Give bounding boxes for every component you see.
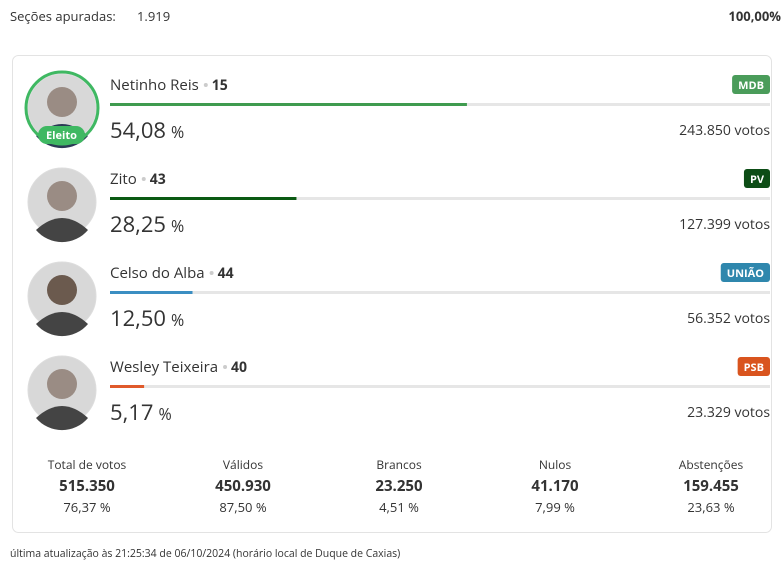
party-label: PSB	[744, 360, 764, 375]
votes: 56.352 votos	[687, 309, 770, 328]
photo-head	[47, 181, 77, 211]
percent-bar	[110, 385, 145, 388]
percent-bar	[110, 291, 193, 294]
name-separator	[209, 271, 214, 275]
name-separator	[223, 365, 228, 369]
total-percent: 23,63 %	[687, 498, 734, 516]
votes: 243.850 votos	[679, 121, 770, 140]
name-separator	[203, 83, 208, 87]
bar-track	[110, 197, 770, 200]
total-value: 450.930	[215, 476, 271, 496]
total-label: Brancos	[376, 456, 422, 473]
candidate-number: 40	[231, 358, 247, 377]
candidate-name: Netinho Reis	[110, 75, 199, 95]
party-label: MDB	[738, 78, 764, 93]
candidate-number: 15	[212, 76, 228, 95]
sections-label: Seções apuradas:	[10, 7, 116, 25]
party-badge	[737, 357, 770, 376]
total-label: Total de votos	[48, 456, 127, 473]
party-badge	[732, 75, 770, 94]
votes: 127.399 votos	[679, 215, 770, 234]
party-label: UNIÃO	[727, 266, 764, 281]
photo-head	[47, 87, 77, 117]
party-badge	[720, 263, 770, 282]
total-label: Válidos	[223, 456, 263, 473]
bar-track	[110, 291, 770, 294]
percent-sign: %	[158, 403, 171, 425]
photo-head	[47, 369, 77, 399]
name-separator	[141, 177, 146, 181]
photo-body	[36, 218, 88, 243]
party-badge	[743, 169, 770, 188]
sections-value: 1.919	[137, 7, 170, 25]
total-value: 41.170	[531, 476, 579, 496]
percent-bar	[110, 197, 297, 200]
candidate-number: 44	[218, 264, 234, 283]
percent-value: 28,25	[110, 209, 166, 239]
candidate-name: Wesley Teixeira	[110, 357, 218, 377]
total-percent: 87,50 %	[219, 498, 266, 516]
photo-body	[36, 312, 88, 337]
elected-label: Eleito	[46, 128, 77, 143]
footer: última atualização às 21:25:34 de 06/10/…	[10, 547, 400, 561]
elected-badge	[38, 126, 85, 144]
total-percent: 4,51 %	[379, 498, 419, 516]
total-label: Nulos	[539, 456, 572, 473]
percent-sign: %	[171, 215, 184, 237]
party-label: PV	[750, 172, 765, 187]
percent-sign: %	[171, 309, 184, 331]
total-label: Abstenções	[679, 456, 744, 473]
photo-head	[47, 275, 77, 305]
total-percent: 76,37 %	[63, 498, 110, 516]
percent-value: 54,08	[110, 115, 166, 145]
percent-bar	[110, 103, 467, 106]
percent-value: 5,17	[110, 397, 153, 427]
percent-sign: %	[171, 121, 184, 143]
total-percent: 7,99 %	[535, 498, 575, 516]
photo-body	[36, 406, 88, 431]
candidate-number: 43	[150, 170, 166, 189]
candidate-name: Zito	[110, 169, 137, 189]
total-value: 515.350	[59, 476, 115, 496]
total-value: 159.455	[683, 476, 739, 496]
candidate-name: Celso do Alba	[110, 263, 205, 283]
bar-track	[110, 385, 770, 388]
votes: 23.329 votos	[687, 403, 770, 422]
total-value: 23.250	[375, 476, 423, 496]
sections-percent: 100,00%	[728, 7, 781, 25]
percent-value: 12,50	[110, 303, 166, 333]
